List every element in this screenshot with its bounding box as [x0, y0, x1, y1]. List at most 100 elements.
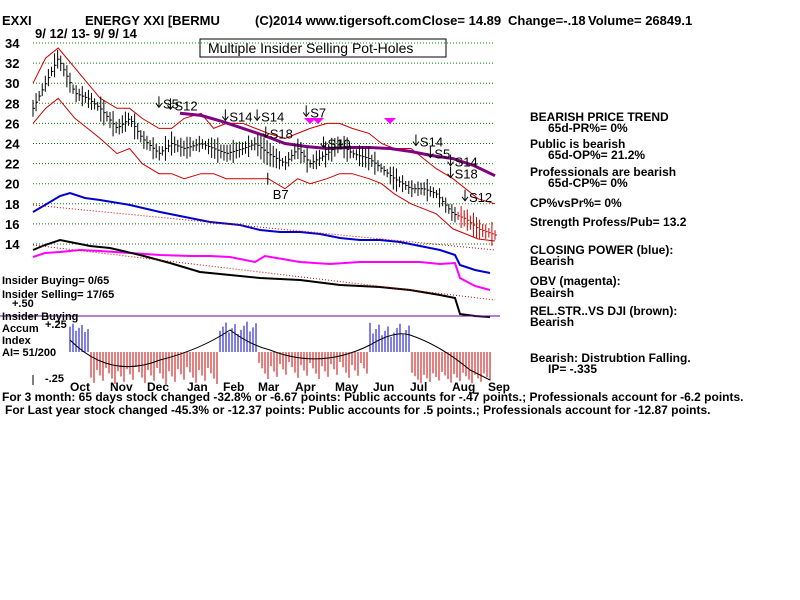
sell-arrow-head — [253, 116, 261, 122]
accum-trend-line — [69, 329, 491, 381]
sell-signal-label: S14 — [455, 155, 478, 170]
x-month-label: May — [335, 380, 359, 394]
indicator-lines — [0, 191, 500, 318]
magenta-arrow — [312, 118, 324, 124]
sell-arrow-head — [262, 133, 270, 139]
date-range: 9/ 12/ 13- 9/ 9/ 14 — [35, 26, 138, 41]
header-symbol: EXXI — [2, 13, 32, 28]
relstr-title: REL.STR..VS DJI (brown): — [530, 304, 677, 318]
ip-value: IP= -.335 — [548, 362, 597, 376]
ai-status: Bearish: Distrubtion Falling. — [530, 351, 691, 365]
header-close: Close= 14.89 — [422, 13, 501, 28]
magenta-arrow — [384, 118, 396, 124]
y-tick-label: 22 — [5, 157, 19, 172]
trend-guide — [32, 204, 496, 251]
header-name: ENERGY XXI [BERMU — [85, 13, 220, 28]
plus50-label: +.50 — [12, 298, 34, 310]
sell-arrow-head — [447, 161, 454, 167]
y-tick-label: 28 — [5, 96, 19, 111]
minus25-label: -.25 — [45, 373, 64, 385]
sell-signal-label: S14 — [261, 109, 284, 124]
trend-value: 65d-PR%= 0% — [548, 121, 628, 135]
sell-signal-label: S14 — [420, 135, 443, 150]
magenta-arrow — [304, 118, 316, 124]
closing-power-title: CLOSING POWER (blue): — [530, 243, 673, 257]
footer-line1: For 3 month: 65 days stock changed -32.8… — [2, 390, 743, 404]
closing-power-line — [32, 191, 491, 274]
x-month-label: Mar — [258, 380, 280, 394]
sell-arrow-head — [302, 112, 310, 118]
sell-arrow-head — [320, 143, 327, 149]
y-tick-label: 24 — [5, 137, 20, 152]
index-label: Index — [2, 335, 32, 347]
chart-title: Multiple Insider Selling Pot-Holes — [208, 40, 413, 56]
sell-signal-label: S18 — [455, 167, 478, 182]
y-axis-ticks: 34 32 30 28 26 24 22 20 18 16 14 — [5, 36, 20, 252]
x-month-label: Jan — [187, 380, 208, 394]
y-tick-label: 32 — [5, 56, 19, 71]
header-volume: Volume= 26849.1 — [588, 13, 692, 28]
x-month-label: Nov — [110, 380, 133, 394]
x-month-label: Jun — [373, 380, 394, 394]
header-change: Change=-.18 — [508, 13, 586, 28]
plus25-label: +.25 — [45, 319, 67, 331]
x-month-label: Dec — [147, 380, 169, 394]
upper-band-line — [32, 47, 496, 205]
y-tick-label: 14 — [5, 237, 20, 252]
sell-arrow-head — [447, 173, 454, 179]
pros-title: Professionals are bearish — [530, 165, 676, 179]
relstr-line — [32, 238, 491, 318]
sell-arrow-head — [461, 196, 469, 202]
price-bars — [32, 49, 497, 246]
sell-arrow-head — [426, 153, 434, 159]
sell-signal-label: S12 — [174, 98, 197, 113]
sell-signal-label: S5 — [434, 147, 450, 162]
obv-value: Beairsh — [530, 286, 574, 300]
cp-vs-pr: CP%vsPr%= 0% — [530, 196, 622, 210]
sell-signal-label: S14 — [229, 109, 252, 124]
insider-buying-label: Insider Buying — [2, 311, 78, 323]
sell-arrow-head — [412, 141, 420, 147]
x-month-label: Feb — [223, 380, 244, 394]
y-tick-label: 26 — [5, 116, 19, 131]
x-month-label: Jul — [410, 380, 427, 394]
accumulation-histogram — [32, 321, 491, 385]
lower-band-line — [32, 97, 496, 242]
insider-buying-count: Insider Buying= 0/65 — [2, 275, 109, 287]
x-month-label: Apr — [295, 380, 316, 394]
sell-arrow-head — [155, 103, 163, 109]
public-value: 65d-OP%= 21.2% — [548, 148, 645, 162]
sell-signal-label: S7 — [310, 105, 326, 120]
obv-title: OBV (magenta): — [530, 274, 621, 288]
pros-value: 65d-CP%= 0% — [548, 176, 628, 190]
sell-signal-label: S18 — [270, 126, 293, 141]
y-tick-label: 30 — [5, 76, 19, 91]
y-tick-label: 34 — [5, 36, 20, 51]
x-month-label: Oct — [70, 380, 90, 394]
sell-signal-label: S12 — [469, 190, 492, 205]
insider-selling-count: Insider Selling= 17/65 — [2, 289, 114, 301]
footer-line2: For Last year stock changed -45.3% or -1… — [5, 403, 711, 417]
chart-title-box: Multiple Insider Selling Pot-Holes — [199, 38, 447, 58]
x-month-label: Sep — [488, 380, 510, 394]
relstr-value: Bearish — [530, 315, 574, 329]
sell-arrow-head — [221, 116, 229, 122]
public-title: Public is bearish — [530, 137, 625, 151]
closing-power-value: Bearish — [530, 254, 574, 268]
buy-signal-label: B7 — [273, 187, 289, 202]
accum-label: Accum — [2, 323, 39, 335]
obv-line — [32, 248, 491, 291]
trend-guide — [32, 244, 496, 301]
y-tick-label: 16 — [5, 217, 19, 232]
x-month-label: Aug — [452, 380, 475, 394]
strength-ratio: Strength Profess/Pub= 13.2 — [530, 215, 687, 229]
sell-arrow-head — [167, 105, 174, 111]
ai-value: AI= 51/200 — [2, 347, 56, 359]
trend-title: BEARISH PRICE TREND — [530, 110, 669, 124]
y-tick-label: 20 — [5, 177, 19, 192]
x-axis-months: Oct Nov Dec Jan Feb Mar Apr May Jun Jul Aug Sep — [70, 380, 510, 394]
y-tick-label: 18 — [5, 197, 19, 212]
header-copyright: (C)2014 www.tigersoft.com — [255, 13, 421, 28]
